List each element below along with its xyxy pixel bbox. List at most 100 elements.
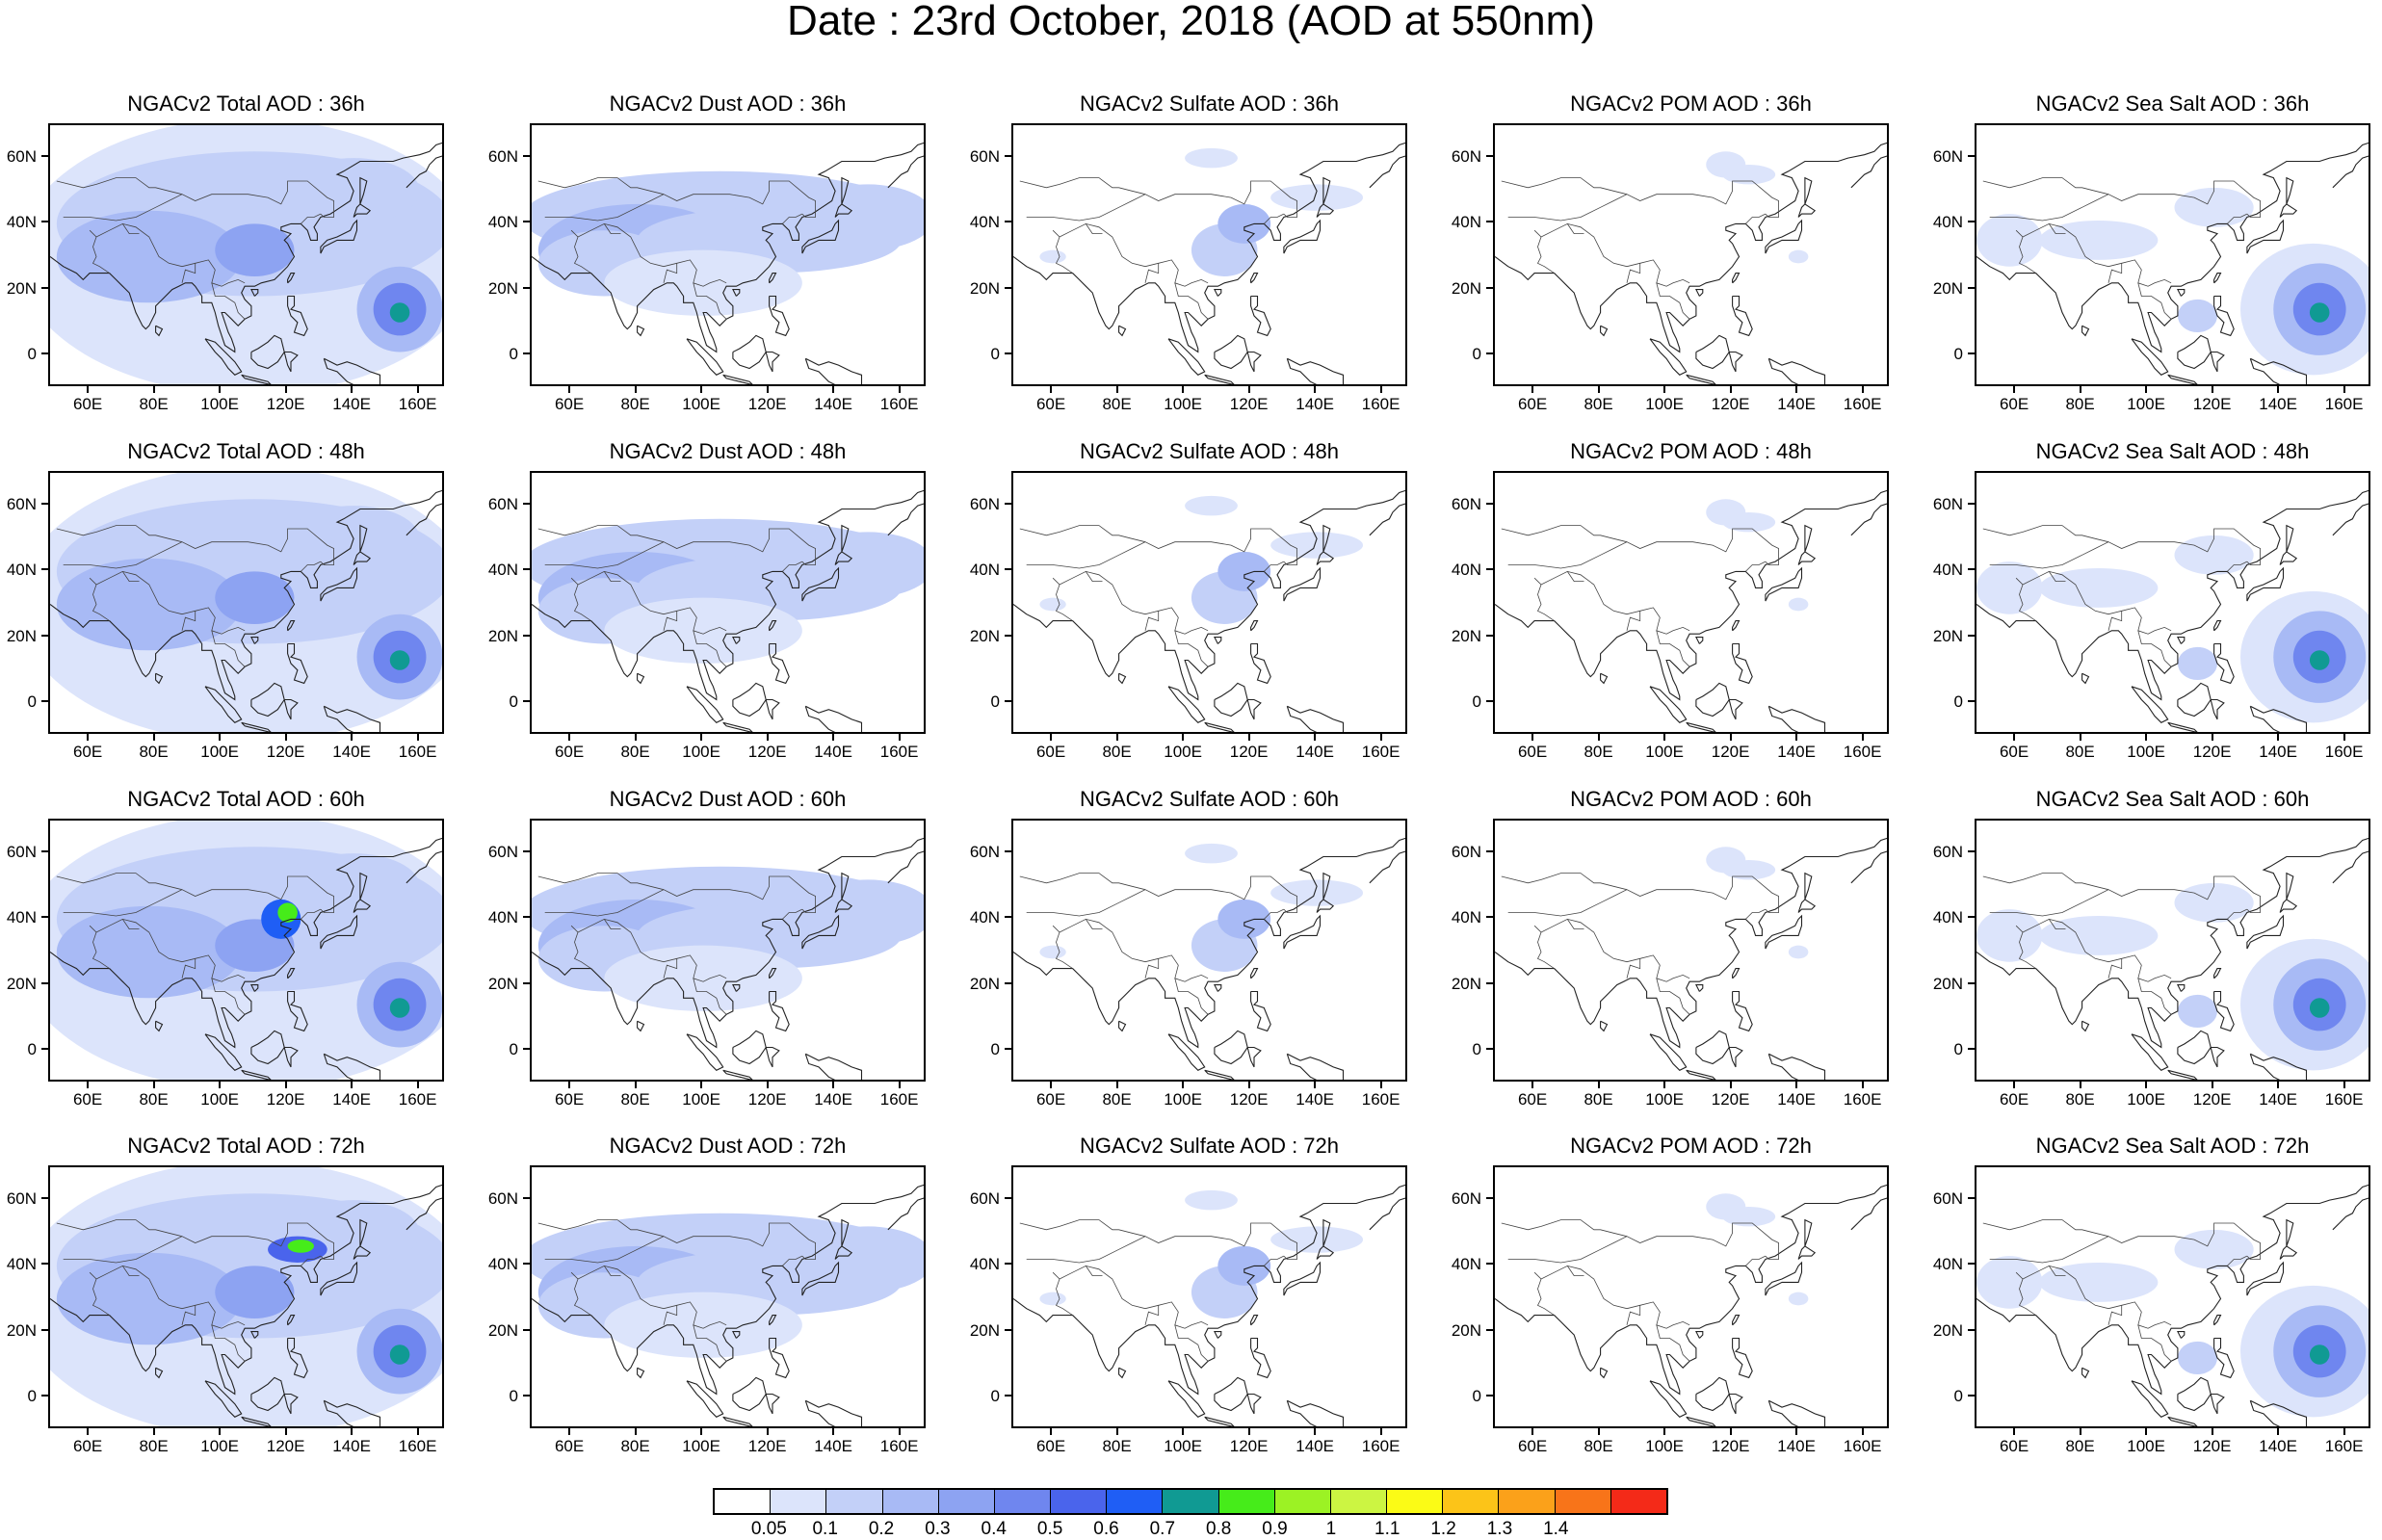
lat-tick bbox=[1486, 568, 1493, 570]
coastline bbox=[1696, 1377, 1729, 1410]
coastline bbox=[2211, 700, 2224, 719]
lon-tick bbox=[899, 386, 901, 393]
map-panel bbox=[48, 123, 444, 386]
lat-tick bbox=[41, 982, 48, 984]
lon-label: 80E bbox=[1093, 744, 1141, 760]
lon-label: 80E bbox=[612, 744, 660, 760]
aod-field bbox=[2310, 1344, 2330, 1364]
lon-tick bbox=[635, 734, 637, 741]
lat-tick bbox=[523, 850, 530, 852]
lat-label: 60N bbox=[1443, 496, 1481, 512]
lon-tick bbox=[1314, 734, 1316, 741]
coastline bbox=[2211, 352, 2224, 372]
aod-map bbox=[1495, 125, 1889, 386]
colorbar-box bbox=[1163, 1490, 1218, 1513]
country-border bbox=[2138, 1325, 2171, 1362]
lon-label: 100E bbox=[2122, 396, 2170, 412]
aod-map bbox=[1976, 473, 2370, 734]
lat-label: 0 bbox=[480, 1388, 518, 1404]
coastline bbox=[1733, 992, 1753, 1031]
lon-label: 120E bbox=[1225, 744, 1273, 760]
lon-tick bbox=[2343, 1428, 2345, 1435]
coastline bbox=[2168, 722, 2198, 732]
lat-tick bbox=[41, 221, 48, 222]
coastline bbox=[2214, 1316, 2221, 1325]
lon-label: 120E bbox=[2188, 396, 2237, 412]
lat-label: 20N bbox=[0, 628, 37, 644]
coastline bbox=[1601, 326, 1608, 335]
coastline bbox=[1247, 352, 1261, 372]
aod-field bbox=[1789, 250, 1809, 264]
map-panel bbox=[1011, 123, 1407, 386]
lat-label: 40N bbox=[480, 1256, 518, 1272]
coastline bbox=[1168, 687, 1205, 723]
coastline bbox=[2168, 1417, 2198, 1426]
lon-tick bbox=[1182, 734, 1184, 741]
lon-tick bbox=[1663, 1082, 1665, 1088]
coastline bbox=[2333, 1197, 2370, 1230]
coastline bbox=[2211, 1048, 2224, 1067]
aod-map bbox=[1013, 821, 1407, 1082]
lon-label: 80E bbox=[1575, 1438, 1623, 1454]
lat-label: 20N bbox=[961, 1322, 1000, 1339]
lon-tick bbox=[635, 1428, 637, 1435]
coastline bbox=[1215, 290, 1221, 297]
lon-tick bbox=[2212, 386, 2213, 393]
aod-field bbox=[390, 1344, 410, 1364]
lon-label: 100E bbox=[1159, 1438, 1207, 1454]
coastline bbox=[1495, 489, 1889, 699]
lon-tick bbox=[1380, 386, 1382, 393]
country-border bbox=[1060, 571, 1208, 634]
lon-label: 80E bbox=[1575, 396, 1623, 412]
lat-label: 40N bbox=[1924, 214, 1963, 230]
lon-label: 160E bbox=[2320, 1091, 2369, 1108]
aod-field bbox=[390, 998, 410, 1017]
lon-label: 160E bbox=[2320, 396, 2369, 412]
coastline bbox=[1205, 1070, 1235, 1080]
lon-tick bbox=[2277, 386, 2279, 393]
coastline bbox=[1851, 1197, 1889, 1230]
lat-label: 60N bbox=[0, 844, 37, 860]
map-panel bbox=[530, 123, 926, 386]
panel-title: NGACv2 Dust AOD : 60h bbox=[497, 788, 959, 811]
lon-label: 120E bbox=[1707, 1091, 1755, 1108]
country-border bbox=[1086, 919, 1102, 928]
lat-tick bbox=[1005, 503, 1011, 505]
lat-tick bbox=[41, 1263, 48, 1265]
coastline bbox=[1766, 1263, 1802, 1295]
lon-label: 160E bbox=[876, 1091, 924, 1108]
coastline bbox=[2214, 621, 2221, 631]
aod-field bbox=[1185, 496, 1238, 515]
coastline bbox=[1851, 155, 1889, 188]
lon-label: 120E bbox=[744, 744, 792, 760]
lon-label: 160E bbox=[876, 744, 924, 760]
lat-tick bbox=[1005, 1048, 1011, 1050]
lon-tick bbox=[767, 386, 769, 393]
lon-label: 120E bbox=[1707, 1438, 1755, 1454]
country-border bbox=[1060, 223, 1208, 286]
coastline bbox=[638, 326, 644, 335]
lon-label: 80E bbox=[2056, 744, 2105, 760]
lon-tick bbox=[153, 734, 155, 741]
map-panel bbox=[1975, 471, 2370, 734]
aod-field bbox=[2310, 650, 2330, 669]
lon-tick bbox=[219, 734, 221, 741]
coastline bbox=[1687, 1417, 1716, 1426]
lat-tick bbox=[523, 1329, 530, 1331]
lon-tick bbox=[219, 1082, 221, 1088]
lon-tick bbox=[285, 734, 287, 741]
aod-field bbox=[2178, 647, 2217, 680]
lon-label: 100E bbox=[196, 396, 244, 412]
lat-tick bbox=[523, 568, 530, 570]
lat-tick bbox=[523, 503, 530, 505]
lon-label: 140E bbox=[327, 1091, 376, 1108]
coastline bbox=[2333, 155, 2370, 188]
lon-tick bbox=[2145, 734, 2147, 741]
lon-tick bbox=[351, 1082, 353, 1088]
lon-tick bbox=[568, 386, 570, 393]
map-panel bbox=[1493, 1165, 1889, 1428]
coastline bbox=[1247, 1395, 1261, 1414]
lon-tick bbox=[285, 386, 287, 393]
coastline bbox=[805, 1054, 861, 1082]
coastline bbox=[1119, 673, 1126, 683]
